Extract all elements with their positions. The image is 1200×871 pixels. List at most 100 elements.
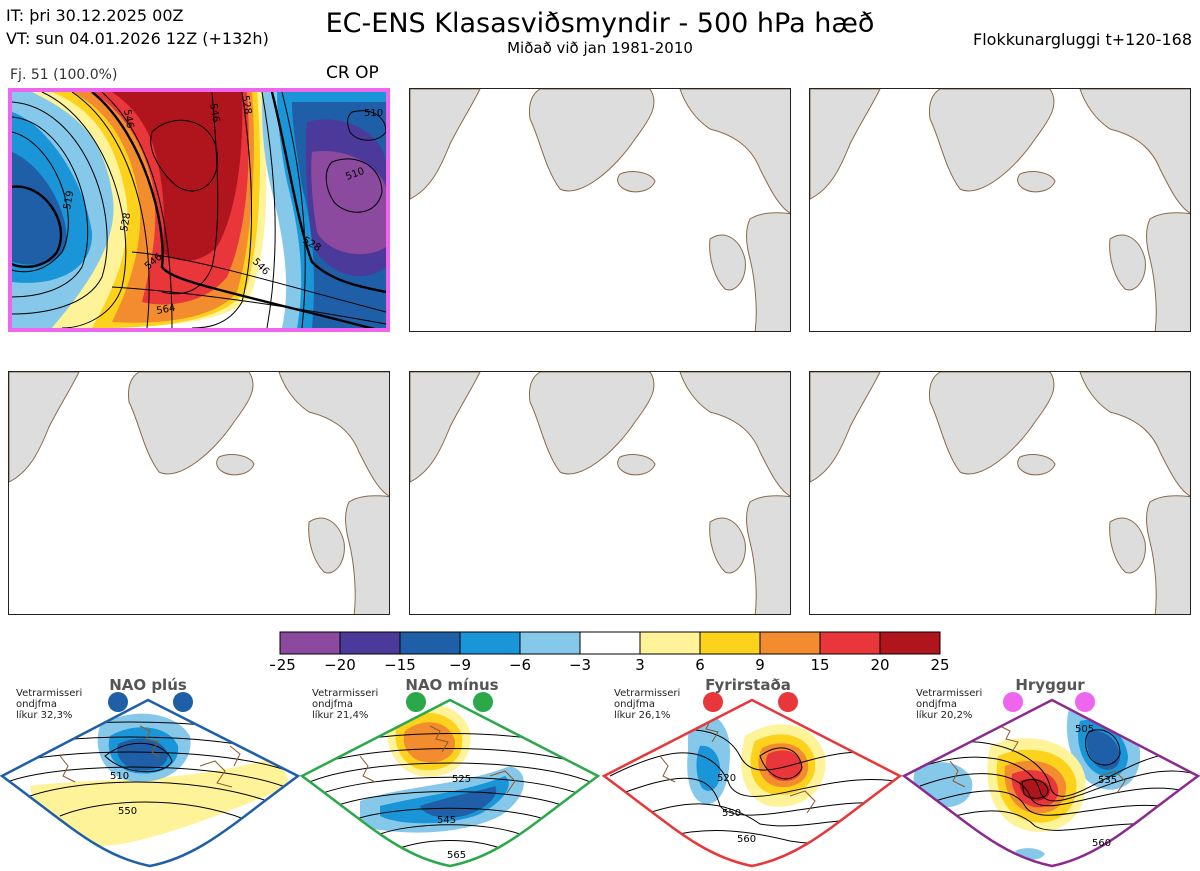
contour-label: 535 <box>1098 775 1117 786</box>
empty-map <box>410 372 790 614</box>
colorbar-tick-label: −15 <box>384 656 416 674</box>
regime-marker <box>703 692 723 712</box>
cluster-panel-4[interactable] <box>8 371 390 615</box>
landmass <box>9 372 389 614</box>
colorbar-bin <box>819 631 881 655</box>
land-shape <box>929 372 1055 475</box>
contour-label: 520 <box>717 773 736 784</box>
panel-tag: CR OP <box>326 63 379 83</box>
member-count-label: Fj. 51 (100.0%) <box>10 67 118 83</box>
contour-label: 505 <box>1075 724 1094 735</box>
regime-note-line: ondjfma <box>614 699 655 710</box>
anomaly-neg-dark-west <box>12 152 67 265</box>
land-shape <box>709 234 746 291</box>
colorbar: −25 −20 −15 −9 −6 −3 3 6 9 15 20 25 <box>270 631 950 674</box>
regime-fyrirstada: Fyrirstaða Vetrarmisseri ondjfma líkur 2… <box>601 676 903 868</box>
colorbar-bin <box>339 631 401 655</box>
land-shape <box>679 89 790 214</box>
contour-label: 560 <box>1092 838 1111 849</box>
header-times: IT: þri 30.12.2025 00Z VT: sun 04.01.202… <box>6 4 269 50</box>
regime-note-line: Vetrarmisseri <box>614 688 680 699</box>
cluster-panel-1[interactable]: 546 546 528 528 519 510 510 528 546 564 … <box>8 88 390 332</box>
land-shape <box>746 212 790 331</box>
colorbar-tick-label: 3 <box>635 656 645 674</box>
contour-lines <box>12 92 386 328</box>
cluster-panel-3[interactable] <box>809 88 1191 332</box>
colorbar-bin <box>879 631 941 655</box>
regime-marker <box>108 692 128 712</box>
land-shape <box>810 89 881 200</box>
land-shape <box>1109 517 1146 574</box>
regime-marker <box>173 692 193 712</box>
contour-label: 565 <box>447 850 466 861</box>
land-shape <box>746 495 790 614</box>
empty-map <box>410 89 790 331</box>
empty-map <box>9 372 389 614</box>
cluster-panel-5[interactable] <box>409 371 791 615</box>
land-shape <box>1017 454 1056 476</box>
colorbar-tick-label: −25 <box>270 656 296 674</box>
contour-label: 528 <box>239 95 253 116</box>
land-shape <box>1146 495 1190 614</box>
colorbar-tick-label: 20 <box>870 656 889 674</box>
colorbar-bin <box>759 631 821 655</box>
colorbar-tick-label: 15 <box>810 656 829 674</box>
land-shape <box>529 372 655 475</box>
colorbar-bin <box>459 631 521 655</box>
colorbar-tick-label: 6 <box>695 656 705 674</box>
cluster-map-1: 546 546 528 528 519 510 510 528 546 564 … <box>12 92 386 328</box>
regime-note-line: Vetrarmisseri <box>16 688 82 699</box>
regime-hryggur: Hryggur Vetrarmisseri ondjfma líkur 20,2… <box>901 676 1200 868</box>
land-shape <box>345 495 389 614</box>
landmass <box>410 372 790 614</box>
page-subtitle: Miðað við jan 1981-2010 <box>507 39 693 57</box>
cluster-panel-6[interactable] <box>809 371 1191 615</box>
land-shape <box>617 171 656 193</box>
colorbar-tick-label: 25 <box>930 656 949 674</box>
contour-label: 564 <box>156 303 177 317</box>
colorbar-bin <box>579 631 641 655</box>
contour-lines-bold <box>12 92 386 328</box>
contour-label: 525 <box>452 774 471 785</box>
regime-title: NAO mínus <box>405 676 498 694</box>
contour-label: 546 <box>121 109 135 130</box>
contour-label: 519 <box>62 190 76 211</box>
contour-label: 510 <box>364 108 383 119</box>
colorbar-bin <box>639 631 701 655</box>
regime-note-line: Vetrarmisseri <box>312 688 378 699</box>
land-shape <box>1079 89 1190 214</box>
regime-nao-plus: NAO plús Vetrarmisseri ondjfma líkur 32,… <box>0 676 301 868</box>
contour-label: 560 <box>737 834 756 845</box>
regime-marker <box>406 692 426 712</box>
land-shape <box>278 372 389 497</box>
colorbar-tick-label: 9 <box>755 656 765 674</box>
land-shape <box>529 89 655 192</box>
land-shape <box>929 89 1055 192</box>
contour-label: 545 <box>437 815 456 826</box>
regime-title: Fyrirstaða <box>705 676 791 694</box>
colorbar-bin <box>699 631 761 655</box>
regime-note-line: líkur 32,3% <box>16 709 72 721</box>
colorbar-bin <box>279 631 341 655</box>
anomaly-neg-deepest-east <box>311 151 386 255</box>
regime-title: NAO plús <box>109 676 187 694</box>
classification-window: Flokkunargluggi t+120-168 <box>973 30 1192 49</box>
land-shape <box>1079 372 1190 497</box>
regime-note-line: ondjfma <box>312 699 353 710</box>
colorbar-tick-label: −9 <box>449 656 471 674</box>
land-shape <box>128 372 254 475</box>
land-shape <box>709 517 746 574</box>
land-shape <box>810 372 881 483</box>
colorbar-tick-label: −6 <box>509 656 531 674</box>
landmass <box>410 89 790 331</box>
cluster-panel-2[interactable] <box>409 88 791 332</box>
land-shape <box>1017 171 1056 193</box>
valid-time: VT: sun 04.01.2026 12Z (+132h) <box>6 29 269 48</box>
init-time: IT: þri 30.12.2025 00Z <box>6 6 184 25</box>
contour-label: 546 <box>207 103 221 124</box>
regime-nao-minus: NAO mínus Vetrarmisseri ondjfma líkur 21… <box>299 676 601 868</box>
regime-note-line: líkur 20,2% <box>916 709 972 721</box>
land-shape <box>1109 234 1146 291</box>
land-shape <box>410 89 481 200</box>
regime-title: Hryggur <box>1015 676 1085 694</box>
